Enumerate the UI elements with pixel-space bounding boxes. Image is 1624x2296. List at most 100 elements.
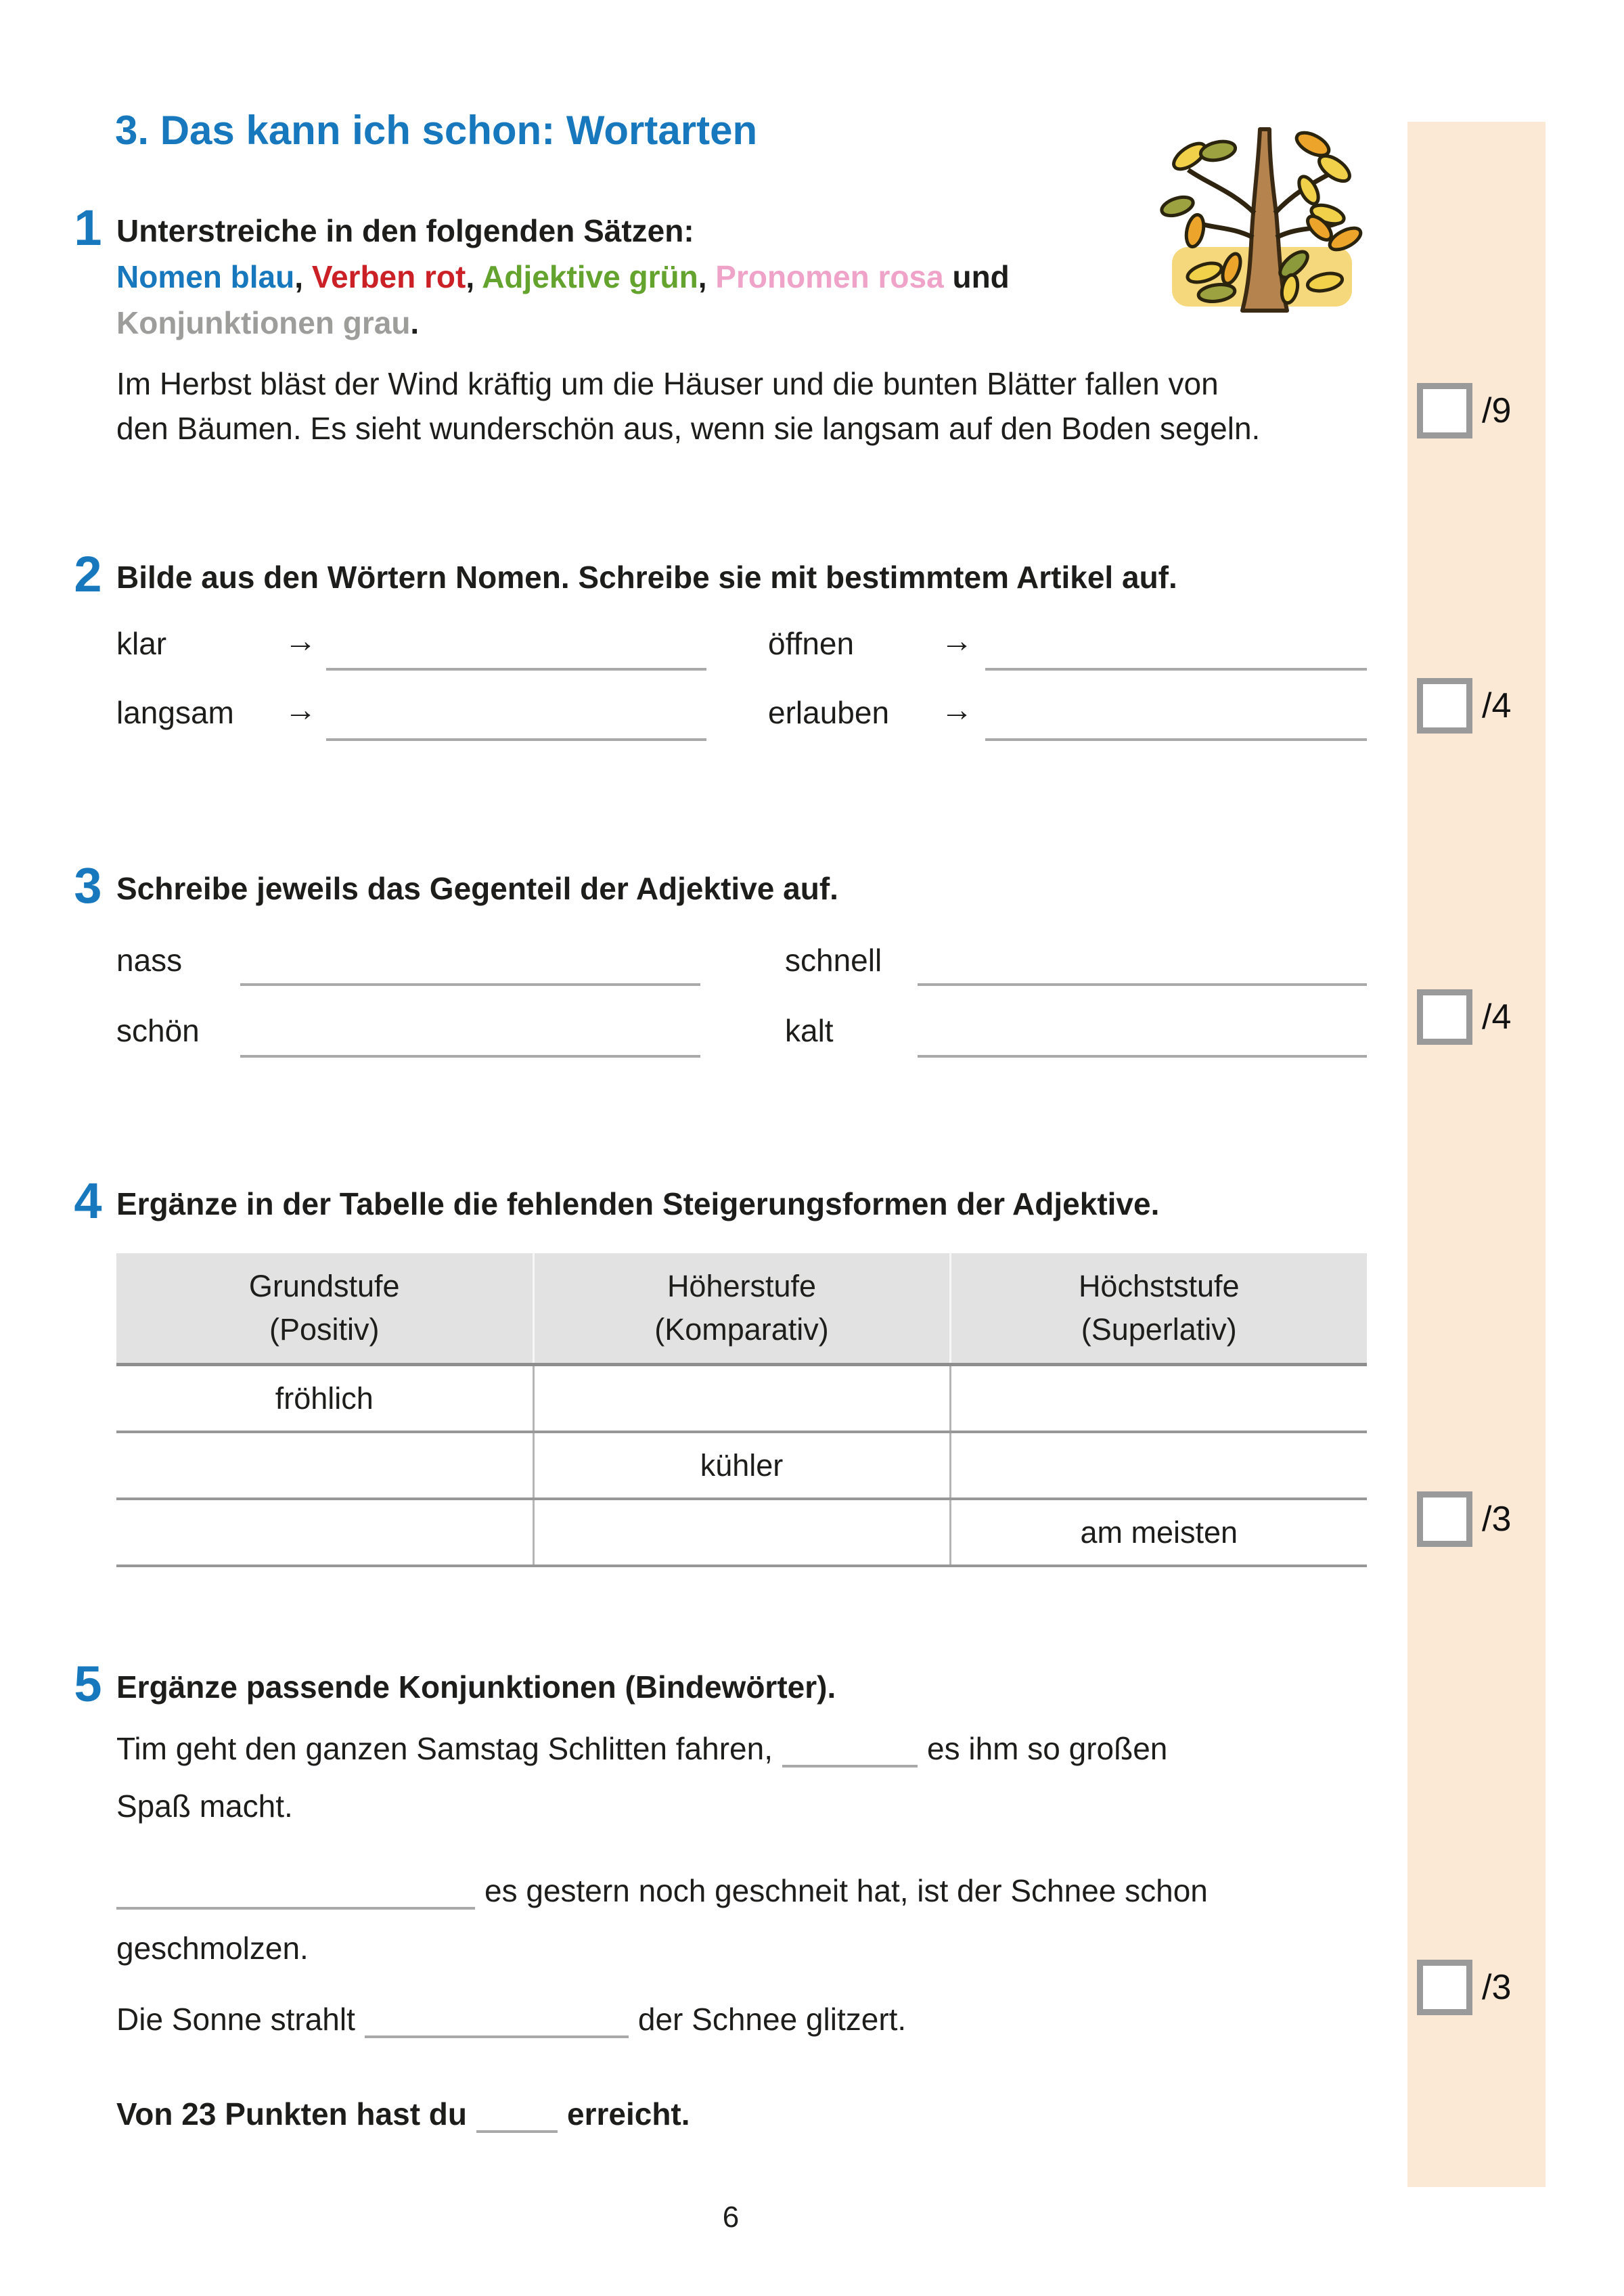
table-cell-empty[interactable] [532,1499,950,1567]
total-points-line: Von 23 Punkten hast du erreicht. [116,2091,690,2133]
comparison-table: Grundstufe (Positiv) Höherstufe (Kompara… [116,1253,1367,1567]
word-label: nass [116,943,183,978]
writing-line[interactable] [476,2091,558,2133]
writing-line[interactable] [985,738,1367,741]
table-header-sub: (Superlativ) [1081,1312,1237,1347]
table-cell: fröhlich [116,1364,533,1433]
tree-trunk [1240,127,1289,313]
legend-und: und [943,259,1010,294]
points-input-box[interactable] [1417,1491,1472,1547]
word-color-legend-line1: Nomen blau, Verben rot, Adjektive grün, … [116,258,1010,295]
writing-line[interactable] [782,1726,918,1768]
legend-comma: , [698,259,716,294]
table-row: fröhlich [116,1364,1367,1433]
score-row-exercise-1: /9 [1417,383,1511,438]
writing-line[interactable] [326,668,706,671]
table-row: kühler [116,1432,1367,1500]
points-input-box[interactable] [1417,1960,1472,2015]
points-input-box[interactable] [1417,678,1472,734]
table-cell-empty[interactable] [116,1432,533,1500]
points-input-box[interactable] [1417,989,1472,1045]
arrow-right-icon: → [284,623,317,659]
table-cell-empty[interactable] [949,1364,1367,1433]
table-header-title: Höchststufe [1078,1269,1240,1303]
sentence-text: es gestern noch geschneit hat, ist der S… [484,1873,1208,1908]
exercise-5-number: 5 [74,1656,102,1712]
legend-adjektive-gruen: Adjektive grün [482,259,698,294]
autumn-tree-illustration [1160,127,1363,313]
sentence-text: es ihm so großen [926,1731,1168,1766]
writing-line[interactable] [985,668,1367,671]
table-header-hoechststufe: Höchststufe (Superlativ) [949,1253,1367,1366]
exercise-3-number: 3 [74,857,102,914]
legend-nomen-blau: Nomen blau [116,259,295,294]
writing-line[interactable] [240,983,700,986]
sentence-text: Die Sonne strahlt [116,2002,355,2037]
writing-line[interactable] [116,1868,475,1910]
legend-konjunktionen-grau: Konjunktionen grau [116,305,411,340]
score-row-exercise-5: /3 [1417,1960,1511,2015]
score-row-exercise-4: /3 [1417,1491,1511,1547]
table-cell: am meisten [949,1499,1367,1567]
page-title: 3. Das kann ich schon: Wortarten [115,108,758,153]
writing-line[interactable] [364,1996,629,2038]
writing-line[interactable] [326,738,706,741]
passage-line-1: Im Herbst bläst der Wind kräftig um die … [116,366,1219,401]
table-cell-empty[interactable] [949,1432,1367,1500]
table-cell: kühler [532,1432,950,1500]
table-header-title: Grundstufe [248,1269,400,1303]
exercise-3-instruction: Schreibe jeweils das Gegenteil der Adjek… [116,871,838,906]
exercise-4-instruction: Ergänze in der Tabelle die fehlenden Ste… [116,1186,1160,1221]
word-label: schnell [785,943,882,978]
word-label: erlauben [768,695,890,730]
word-label: öffnen [768,626,855,661]
table-cell-empty[interactable] [532,1364,950,1433]
sentence-1-line-2: Spaß macht. [116,1788,293,1824]
max-points-label: /3 [1482,1500,1512,1539]
legend-period: . [410,305,420,340]
writing-line[interactable] [240,1055,700,1058]
writing-line[interactable] [918,1055,1367,1058]
table-header-sub: (Positiv) [269,1312,380,1347]
table-header-hoeherstufe: Höherstufe (Komparativ) [532,1253,950,1366]
max-points-label: /4 [1482,997,1512,1037]
sentence-1-line-1: Tim geht den ganzen Samstag Schlitten fa… [116,1726,1167,1768]
legend-comma: , [466,259,482,294]
exercise-4-number: 4 [74,1173,102,1229]
sentence-3: Die Sonne strahlt der Schnee glitzert. [116,1996,906,2038]
table-header-sub: (Komparativ) [654,1312,829,1347]
word-label: klar [116,626,167,661]
points-input-box[interactable] [1417,383,1472,438]
exercise-2-number: 2 [74,546,102,602]
exercise-1-number: 1 [74,200,102,256]
table-row: am meisten [116,1499,1367,1567]
tree-leaves [1160,131,1363,305]
word-label: langsam [116,695,234,730]
max-points-label: /9 [1482,391,1512,430]
total-points-text: Von 23 Punkten hast du [116,2096,467,2132]
score-row-exercise-3: /4 [1417,989,1511,1045]
table-header-grundstufe: Grundstufe (Positiv) [116,1253,533,1366]
exercise-2-instruction: Bilde aus den Wörtern Nomen. Schreibe si… [116,560,1177,595]
table-header-title: Höherstufe [667,1269,817,1303]
exercise-1-instruction: Unterstreiche in den folgenden Sätzen: [116,213,694,248]
legend-pronomen-rosa: Pronomen rosa [715,259,944,294]
word-label: kalt [785,1013,834,1048]
table-cell-empty[interactable] [116,1499,533,1567]
sentence-2-line-2: geschmolzen. [116,1931,309,1966]
arrow-right-icon: → [941,692,973,728]
arrow-right-icon: → [284,692,317,728]
writing-line[interactable] [918,983,1367,986]
sidebar-strip [1407,122,1546,2187]
arrow-right-icon: → [941,623,973,659]
legend-verben-rot: Verben rot [311,259,466,294]
word-label: schön [116,1013,200,1048]
passage-line-2: den Bäumen. Es sieht wunderschön aus, we… [116,411,1261,446]
sentence-text: Tim geht den ganzen Samstag Schlitten fa… [116,1731,773,1766]
max-points-label: /3 [1482,1968,1512,2007]
word-color-legend-line2: Konjunktionen grau. [116,305,419,341]
page-number: 6 [722,2201,740,2234]
legend-comma: , [294,259,312,294]
max-points-label: /4 [1482,686,1512,725]
score-row-exercise-2: /4 [1417,678,1511,734]
